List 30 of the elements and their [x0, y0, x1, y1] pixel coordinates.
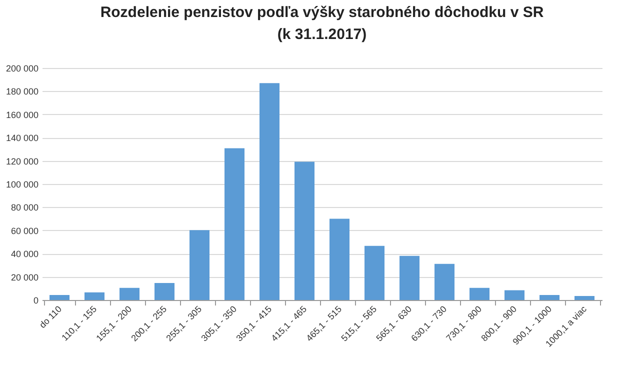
bar: [294, 162, 314, 300]
bar: [154, 282, 174, 300]
bar: [120, 288, 140, 300]
text: (k 31.1.2017): [277, 26, 367, 43]
bar: [224, 148, 244, 300]
y-tick-label: 140 000: [6, 133, 38, 144]
text: Rozdelenie penzistov podľa výšky starobného dôchodku v SR: [100, 4, 544, 21]
bar: [190, 230, 210, 300]
bar: [434, 264, 454, 300]
y-tick-label: 120 000: [6, 156, 38, 166]
y-tick-label: 20 000: [10, 272, 38, 282]
bar: [504, 290, 524, 300]
bar: [540, 295, 560, 300]
x-tick-label: do 110: [37, 304, 64, 330]
y-tick-label: 200 000: [6, 64, 38, 74]
y-tick-label: 40 000: [10, 249, 38, 260]
bar: [400, 256, 420, 300]
bar: [470, 288, 490, 300]
bar: [364, 246, 384, 300]
y-tick-label: 60 000: [10, 226, 38, 236]
y-tick-label: 180 000: [6, 86, 38, 97]
y-tick-label: 80 000: [10, 202, 38, 213]
bar: [574, 296, 594, 300]
bar: [260, 83, 280, 300]
y-tick-label: 100 000: [6, 180, 38, 190]
bar: [84, 292, 104, 300]
y-tick-label: 160 000: [6, 110, 38, 120]
bar: [50, 295, 70, 300]
bar: [330, 218, 350, 300]
y-tick-label: 0: [33, 296, 38, 306]
